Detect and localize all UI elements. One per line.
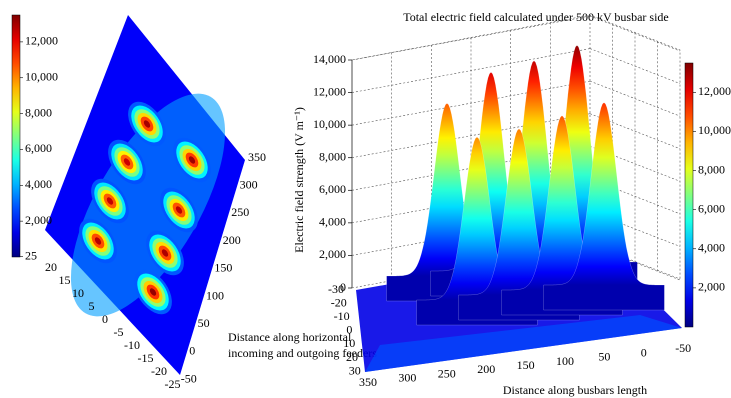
y-tick-label: 5	[89, 299, 95, 313]
peak-center	[143, 120, 151, 128]
grid-line	[589, 48, 681, 84]
colorbar-tick-label: 6,000	[698, 201, 725, 215]
y-tick-label: -30	[328, 282, 344, 296]
colorbar	[11, 14, 21, 258]
peak-center	[149, 288, 157, 296]
x-tick-label: 50	[198, 316, 210, 330]
y-tick-label: -10	[334, 309, 350, 323]
peak-center	[161, 249, 169, 257]
peak	[146, 230, 184, 276]
grid-line	[589, 15, 681, 52]
x-tick-label: 50	[598, 350, 610, 364]
colorbar-tick-label: 4,000	[25, 177, 52, 191]
colorbar-tick-label: 2,000	[25, 213, 52, 227]
z-tick-label: 4,000	[319, 215, 346, 229]
peak-center	[94, 237, 102, 245]
y-tick-label: -10	[124, 338, 140, 352]
y-tick-label: -25	[165, 377, 181, 391]
y-tick-label: 0	[102, 312, 108, 326]
x-tick-label: 200	[223, 233, 241, 247]
y-tick-label: 10	[72, 286, 84, 300]
x-tick-label: 150	[517, 358, 535, 372]
y-tick-label: -5	[114, 325, 124, 339]
z-tick-label: 6,000	[319, 182, 346, 196]
z-tick-label: 0	[340, 280, 346, 294]
x-axis-label: incoming and outgoing feeders	[228, 346, 377, 360]
grid-line	[351, 113, 591, 159]
z-axis-label: Electric field strength (V m⁻¹)	[292, 107, 306, 253]
grid-line	[351, 80, 591, 126]
y-tick-label: 30	[349, 363, 361, 377]
x-tick-label: 250	[231, 205, 249, 219]
peak	[91, 178, 129, 224]
y-tick-label: 0	[346, 323, 352, 337]
colorbar-tick-label: 12,000	[25, 34, 58, 48]
colorbar	[684, 62, 694, 328]
y-tick-label: 15	[59, 273, 71, 287]
x-tick-label: 0	[189, 344, 195, 358]
x-tick-label: -50	[181, 371, 197, 385]
x-tick-label: 350	[359, 375, 377, 389]
colorbar-tick-label: 6,000	[25, 141, 52, 155]
grid-line	[351, 15, 591, 61]
y-tick-label: 20	[45, 260, 57, 274]
x-tick-label: 250	[438, 366, 456, 380]
x-tick-label: 150	[214, 261, 232, 275]
x-axis-label: Distance along busbars length	[503, 383, 647, 397]
grid-line	[589, 80, 681, 117]
chart-title: Total electric field calculated under 50…	[403, 10, 669, 24]
colorbar-tick-label: 12,000	[698, 84, 731, 98]
peak	[173, 137, 211, 183]
peak	[134, 269, 172, 315]
y-tick-label: -20	[331, 295, 347, 309]
peak	[160, 187, 198, 233]
y-tick-label: -15	[138, 351, 154, 365]
z-tick-label: 12,000	[313, 84, 346, 98]
peak-center	[175, 206, 183, 214]
x-tick-label: -50	[675, 341, 691, 355]
peak	[128, 101, 166, 147]
z-tick-label: 14,000	[313, 52, 346, 66]
z-tick-label: 10,000	[313, 117, 346, 131]
z-tick-label: 2,000	[319, 247, 346, 261]
colorbar-tick-label: 25	[25, 248, 37, 262]
peak-center	[123, 158, 131, 166]
peak-center	[188, 156, 196, 164]
x-tick-label: 100	[556, 354, 574, 368]
x-tick-label: 100	[206, 288, 224, 302]
x-axis-label: Distance along horizontal	[228, 330, 352, 344]
x-tick-label: 200	[477, 362, 495, 376]
x-tick-label: 300	[240, 177, 258, 191]
colorbar-tick-label: 2,000	[698, 280, 725, 294]
peak	[79, 218, 117, 264]
y-tick-label: 20	[346, 350, 358, 364]
x-tick-label: 300	[398, 371, 416, 385]
colorbar-tick-label: 10,000	[25, 69, 58, 83]
colorbar-tick-label: 8,000	[25, 105, 52, 119]
peak-center	[106, 197, 114, 205]
y-tick-label: 10	[343, 336, 355, 350]
y-tick-label: -20	[151, 364, 167, 378]
grid-line	[351, 48, 591, 93]
x-tick-label: 350	[248, 150, 266, 164]
z-tick-label: 8,000	[319, 149, 346, 163]
surface-floor-front	[365, 315, 682, 372]
peak	[108, 139, 146, 185]
colorbar-tick-label: 8,000	[698, 162, 725, 176]
x-tick-label: 0	[641, 345, 647, 359]
peak	[543, 102, 665, 311]
colorbar-tick-label: 4,000	[698, 241, 725, 255]
colorbar-tick-label: 10,000	[698, 123, 731, 137]
